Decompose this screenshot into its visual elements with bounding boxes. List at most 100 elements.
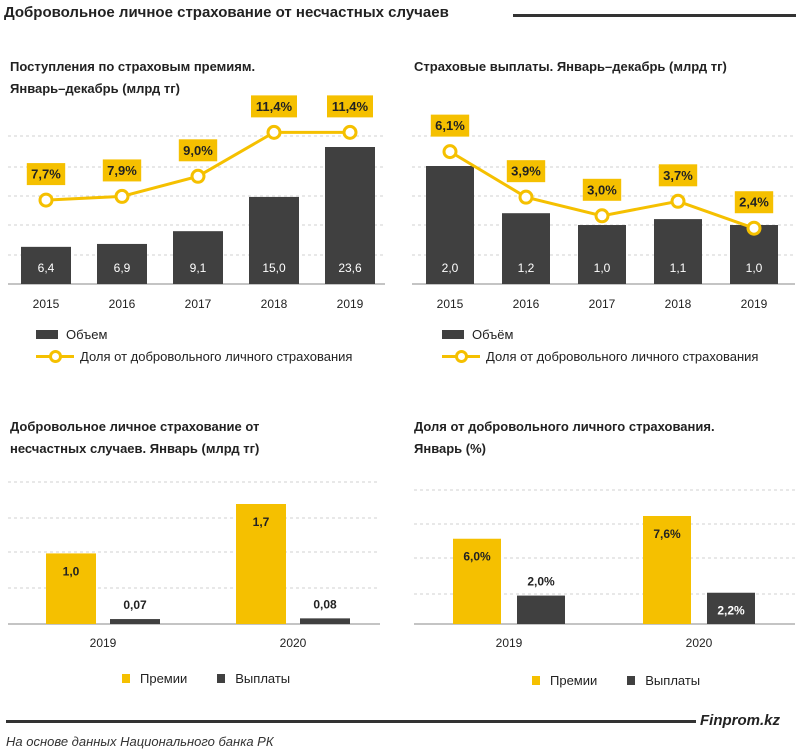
- line-point: [266, 124, 282, 140]
- bar-value-label: 1,1: [670, 261, 687, 275]
- bar-value-label: 0,07: [123, 598, 147, 612]
- source-note: На основе данных Национального банка РК: [6, 734, 274, 749]
- line-value-label: 7,7%: [31, 167, 61, 182]
- bar: [97, 243, 147, 284]
- legend-item-vyplaty: Выплаты: [627, 673, 700, 688]
- line-swatch: [442, 350, 480, 363]
- bar-value-label: 1,7: [253, 515, 270, 529]
- x-tick-label: 2015: [437, 297, 464, 311]
- brand-logo: Finprom.kz: [700, 712, 781, 729]
- line-point: [518, 189, 534, 205]
- legend-label-vyplaty: Выплаты: [645, 673, 701, 688]
- legend-item-bar: Объём: [442, 323, 758, 345]
- x-tick-label: 2019: [741, 297, 768, 311]
- legend-item-premii: Премии: [122, 671, 187, 686]
- line-value-label-bg: [102, 159, 142, 182]
- bar-premii: [236, 504, 286, 624]
- premii-swatch: [122, 674, 130, 683]
- bar-premii: [46, 553, 96, 624]
- bar: [502, 213, 550, 284]
- bar-value-label: 6,9: [114, 261, 131, 275]
- bar-value-label: 23,6: [338, 261, 362, 275]
- bar-value-label: 1,0: [594, 261, 611, 275]
- x-tick-label: 2019: [496, 636, 523, 650]
- bar-value-label: 2,2%: [717, 604, 745, 618]
- line-point: [38, 192, 54, 208]
- x-tick-label: 2019: [90, 636, 117, 650]
- vyplaty-swatch: [217, 674, 226, 683]
- bar-value-label: 15,0: [262, 261, 286, 275]
- legend-label-line: Доля от добровольного личного страховани…: [486, 348, 759, 364]
- line-swatch: [36, 350, 74, 363]
- bar-value-label: 9,1: [190, 261, 207, 275]
- panel3-title: Добровольное личное страхование от несча…: [10, 419, 260, 456]
- line-point: [342, 124, 358, 140]
- bar-value-label: 1,0: [746, 261, 763, 275]
- line-value-label-bg: [178, 139, 218, 162]
- legend-label-premii: Премии: [550, 673, 598, 688]
- x-tick-label: 2016: [513, 297, 540, 311]
- x-tick-label: 2017: [185, 297, 212, 311]
- bar-value-label: 1,0: [63, 564, 80, 578]
- bar-value-label: 1,2: [518, 261, 535, 275]
- line-value-label-bg: [582, 178, 622, 201]
- line-value-label-bg: [506, 160, 546, 183]
- bar-value-label: 6,0%: [463, 550, 491, 564]
- line-value-label: 3,7%: [663, 168, 693, 183]
- x-tick-label: 2018: [261, 297, 288, 311]
- legend-item-bar: Объем: [36, 323, 352, 345]
- line-value-label: 7,9%: [107, 163, 137, 178]
- line-point: [114, 188, 130, 204]
- page-title: Добровольное личное страхование от несча…: [4, 4, 449, 21]
- title-rule: [513, 14, 796, 17]
- bar: [249, 196, 299, 284]
- x-tick-label: 2017: [589, 297, 616, 311]
- line-value-label-bg: [26, 163, 66, 186]
- bar-vyplaty: [517, 595, 565, 624]
- bar: [173, 231, 223, 284]
- legend-label-vyplaty: Выплаты: [235, 671, 291, 686]
- panel3-legend: Премии Выплаты: [122, 671, 320, 686]
- legend-label-bar: Объем: [66, 326, 108, 342]
- x-tick-label: 2015: [33, 297, 60, 311]
- panel4-title: Доля от добровольного личного страховани…: [414, 419, 715, 456]
- legend-label-bar: Объём: [472, 326, 514, 342]
- line-value-label-bg: [658, 164, 698, 187]
- x-tick-label: 2020: [280, 636, 307, 650]
- bar-value-label: 7,6%: [653, 527, 681, 541]
- vyplaty-swatch: [627, 676, 636, 685]
- bar-swatch: [36, 329, 58, 339]
- legend-item-line: Доля от добровольного личного страховани…: [442, 345, 758, 367]
- x-tick-label: 2020: [686, 636, 713, 650]
- bar-vyplaty: [300, 618, 350, 624]
- line-value-label-bg: [251, 95, 297, 118]
- legend-item-vyplaty: Выплаты: [217, 671, 290, 686]
- line-point: [670, 193, 686, 209]
- bar-value-label: 6,4: [38, 261, 55, 275]
- panel2-legend: Объём Доля от добровольного личного стра…: [442, 323, 758, 367]
- panel1-title: Поступления по страховым премиям. Январь…: [10, 59, 256, 96]
- bar-value-label: 2,0: [442, 261, 459, 275]
- line-value-label: 11,4%: [256, 99, 293, 114]
- line-point: [746, 220, 762, 236]
- line-value-label: 3,0%: [587, 182, 617, 197]
- line-value-label-bg: [430, 114, 470, 137]
- bar: [426, 166, 474, 284]
- line-point: [190, 168, 206, 184]
- panel4-legend: Премии Выплаты: [532, 673, 730, 688]
- legend-item-premii: Премии: [532, 673, 597, 688]
- bar-value-label: 2,0%: [527, 575, 555, 589]
- bar-vyplaty: [707, 592, 755, 624]
- line-value-label-bg: [327, 95, 373, 118]
- line-value-label: 6,1%: [435, 118, 465, 133]
- legend-label-premii: Премии: [140, 671, 188, 686]
- x-tick-label: 2018: [665, 297, 692, 311]
- bar: [21, 246, 71, 284]
- line-point: [594, 208, 610, 224]
- line-value-label-bg: [734, 191, 774, 214]
- panel2-title: Страховые выплаты. Январь–декабрь (млрд …: [414, 59, 727, 74]
- bar-vyplaty: [110, 619, 160, 624]
- line-value-label: 2,4%: [739, 195, 769, 210]
- bar: [325, 147, 375, 284]
